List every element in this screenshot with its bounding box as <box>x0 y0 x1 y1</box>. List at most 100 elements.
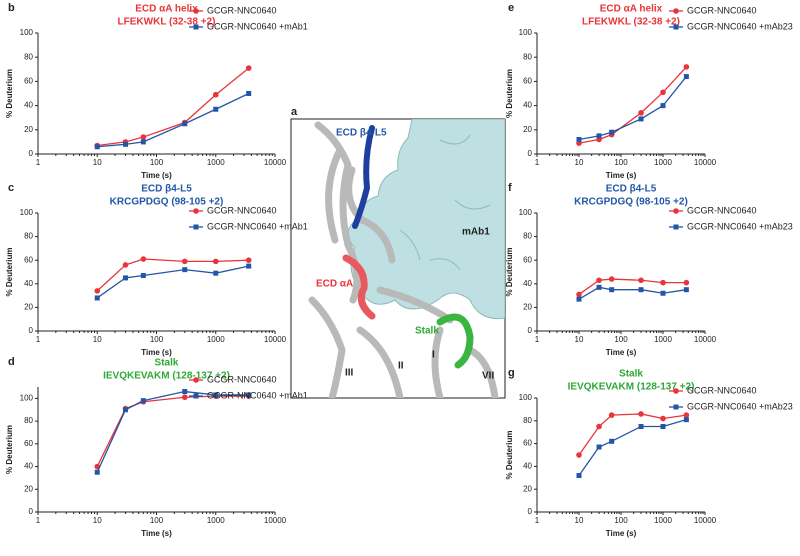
y-tick-label: 20 <box>523 303 532 312</box>
series-line <box>578 413 687 456</box>
panel-label: g <box>508 367 515 379</box>
chart-title: ECD β4-L5 <box>141 184 192 195</box>
data-point <box>94 144 100 150</box>
x-tick-label: 1 <box>36 516 41 525</box>
series-line <box>97 67 250 147</box>
y-tick-label: 100 <box>20 208 34 217</box>
structure-label: Stalk <box>415 326 439 337</box>
data-point <box>596 423 602 430</box>
y-tick-label: 40 <box>24 279 33 288</box>
y-tick-label: 60 <box>24 439 33 448</box>
data-point <box>660 415 666 422</box>
data-point <box>181 258 188 265</box>
chart-title: IEVQKEVAKM (128-137 +2) <box>103 371 230 382</box>
x-axis-label: Time (s) <box>606 171 637 180</box>
data-point <box>213 392 219 398</box>
chart: g Stalk IEVQKEVAKM (128-137 +2) 0 20 40 60 80 10… <box>505 367 793 538</box>
y-tick-label: 0 <box>528 149 533 158</box>
y-tick-label: 100 <box>20 393 34 402</box>
x-tick-label: 1 <box>535 516 540 525</box>
structure-label: II <box>398 361 404 372</box>
legend-label: GCGR-NNC0640 +mAb23 <box>687 21 793 31</box>
data-point <box>246 263 252 269</box>
x-tick-label: 10 <box>575 158 584 167</box>
x-tick-label: 1 <box>36 335 41 344</box>
y-tick-label: 20 <box>523 484 532 493</box>
panel-label: a <box>291 106 298 118</box>
x-tick-label: 1000 <box>654 516 672 525</box>
legend-marker <box>673 8 679 14</box>
x-tick-label: 1000 <box>207 516 225 525</box>
panel-label: f <box>508 182 512 194</box>
x-tick-label: 100 <box>150 335 164 344</box>
data-point <box>683 287 689 293</box>
legend-label: GCGR-NNC0640 <box>687 5 757 15</box>
chart: c ECD β4-L5 KRCGPDGQ (98-105 +2) 0 20 40 60 80 1… <box>5 182 308 357</box>
x-tick-label: 1000 <box>207 335 225 344</box>
data-point <box>683 279 690 286</box>
data-point <box>638 277 644 284</box>
x-tick-label: 10000 <box>694 516 717 525</box>
y-axis-label: % Deuterium <box>5 425 14 474</box>
y-tick-label: 0 <box>29 326 34 335</box>
x-tick-label: 10000 <box>264 158 287 167</box>
legend-label: GCGR-NNC0640 +mAb1 <box>207 221 308 231</box>
legend-marker <box>673 208 679 214</box>
x-tick-label: 1000 <box>654 335 672 344</box>
legend-label: GCGR-NNC0640 +mAb23 <box>687 401 793 411</box>
data-point <box>683 74 689 80</box>
x-tick-label: 100 <box>614 516 628 525</box>
data-point <box>122 262 129 268</box>
legend-marker <box>673 224 679 230</box>
structure-label: III <box>345 368 354 379</box>
y-tick-label: 80 <box>523 52 532 61</box>
structure-label: I <box>432 350 435 361</box>
data-point <box>660 290 666 296</box>
x-tick-label: 1000 <box>207 158 225 167</box>
y-tick-label: 80 <box>24 416 33 425</box>
x-tick-label: 100 <box>150 158 164 167</box>
x-tick-label: 100 <box>614 335 628 344</box>
x-tick-label: 1 <box>535 158 540 167</box>
y-tick-label: 40 <box>24 101 33 110</box>
data-point <box>683 412 690 418</box>
legend-marker <box>673 404 679 410</box>
x-tick-label: 100 <box>150 516 164 525</box>
x-axis-label: Time (s) <box>141 171 172 180</box>
data-point <box>576 291 582 298</box>
legend-label: GCGR-NNC0640 +mAb1 <box>207 390 308 400</box>
y-tick-label: 0 <box>528 326 533 335</box>
legend-label: GCGR-NNC0640 +mAb1 <box>207 21 308 31</box>
data-point <box>596 133 602 139</box>
data-point <box>140 256 147 262</box>
data-point <box>660 89 666 96</box>
y-axis-label: % Deuterium <box>5 248 14 297</box>
data-point <box>638 287 644 293</box>
data-point <box>94 288 101 294</box>
y-tick-label: 40 <box>24 462 33 471</box>
y-axis-label: % Deuterium <box>505 248 514 297</box>
y-tick-label: 60 <box>523 439 532 448</box>
data-point <box>609 287 615 293</box>
data-point <box>609 129 615 135</box>
data-point <box>245 65 252 71</box>
series-line <box>578 66 687 144</box>
legend-marker <box>193 224 199 230</box>
structure-image <box>308 119 505 398</box>
x-tick-label: 10 <box>93 335 102 344</box>
x-tick-label: 10000 <box>264 516 287 525</box>
legend-label: GCGR-NNC0640 <box>687 205 757 215</box>
legend-label: GCGR-NNC0640 <box>207 5 277 15</box>
x-axis-label: Time (s) <box>606 348 637 357</box>
x-axis-label: Time (s) <box>606 529 637 538</box>
y-tick-label: 60 <box>523 255 532 264</box>
chart-title: KRCGPDGQ (98-105 +2) <box>574 197 688 208</box>
chart-title: IEVQKEVAKM (128-137 +2) <box>568 382 695 393</box>
data-point <box>596 277 602 284</box>
data-point <box>182 267 188 273</box>
y-tick-label: 0 <box>29 149 34 158</box>
x-tick-label: 10000 <box>694 158 717 167</box>
legend-marker <box>193 208 199 214</box>
data-point <box>140 134 147 140</box>
data-point <box>596 284 602 290</box>
